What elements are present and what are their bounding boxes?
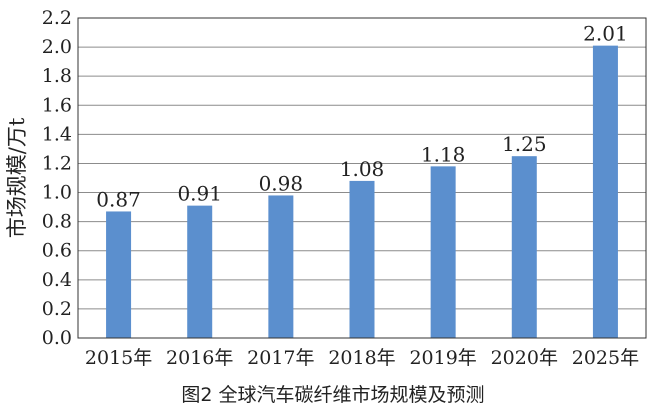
y-tick-label: 2.0 bbox=[42, 36, 72, 58]
data-label: 0.87 bbox=[96, 187, 141, 211]
data-label: 1.08 bbox=[340, 157, 385, 181]
y-tick-label: 2.2 bbox=[42, 7, 72, 29]
bar bbox=[349, 180, 375, 338]
y-tick-label: 0.2 bbox=[42, 298, 72, 320]
y-tick-label: 0.4 bbox=[42, 269, 72, 291]
y-tick-label: 1.4 bbox=[42, 123, 72, 145]
bar-chart: 0.87 0.91 0.981.081.18 1.252.01 0.00.20.40.… bbox=[5, 7, 647, 369]
x-tick-label: 2025年 bbox=[572, 347, 639, 369]
x-tick-label: 2015年 bbox=[85, 347, 152, 369]
data-label: 0.98 bbox=[259, 171, 304, 195]
y-tick-label: 1.0 bbox=[42, 182, 72, 204]
bar bbox=[511, 156, 537, 338]
x-tick-label: 2018年 bbox=[328, 347, 395, 369]
plot-frame bbox=[77, 17, 647, 339]
data-label: 1.25 bbox=[502, 132, 547, 156]
y-tick-label: 1.6 bbox=[42, 94, 72, 116]
y-tick-label: 0.8 bbox=[42, 211, 72, 233]
y-tick-label: 0.0 bbox=[42, 327, 72, 349]
bars bbox=[106, 45, 618, 339]
bar bbox=[106, 211, 132, 338]
x-tick-label: 2017年 bbox=[247, 347, 314, 369]
bar bbox=[430, 166, 456, 338]
y-axis-ticks: 0.0 0.2 0.4 0.6 0.8 1.0 1.2 1.4 1.6 1.8 2.0 2.2 bbox=[42, 7, 72, 349]
data-label: 1.18 bbox=[421, 142, 466, 166]
bar bbox=[187, 205, 213, 338]
y-tick-label: 1.2 bbox=[42, 152, 72, 174]
bar bbox=[592, 45, 618, 339]
x-tick-label: 2020年 bbox=[491, 347, 558, 369]
y-tick-label: 1.8 bbox=[42, 65, 72, 87]
x-tick-label: 2016年 bbox=[166, 347, 233, 369]
y-tick-label: 0.6 bbox=[42, 240, 72, 262]
data-label: 2.01 bbox=[583, 22, 628, 46]
x-axis-ticks: 2015年 2016年 2017年 2018年 2019年 2020年 2025年 bbox=[85, 347, 639, 369]
y-axis-label: 市场规模/万t bbox=[5, 117, 29, 238]
bar bbox=[268, 195, 294, 338]
x-tick-label: 2019年 bbox=[409, 347, 476, 369]
data-labels: 0.87 0.91 0.98 1.08 1.18 1.25 2.01 bbox=[96, 22, 627, 212]
data-label: 0.91 bbox=[177, 182, 222, 206]
figure-caption: 图2 全球汽车碳纤维市场规模及预测 bbox=[181, 384, 485, 406]
